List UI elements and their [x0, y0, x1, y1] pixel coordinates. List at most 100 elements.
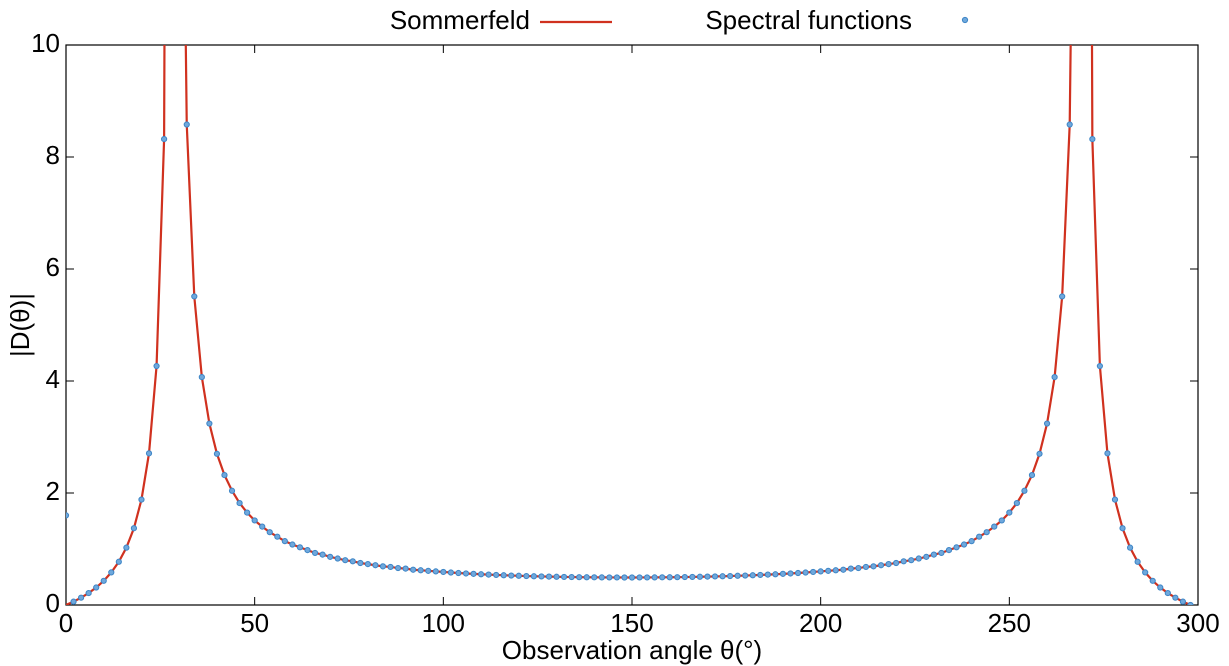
data-point	[1134, 558, 1141, 565]
data-point	[825, 567, 832, 574]
data-point	[77, 594, 85, 601]
data-point	[802, 569, 809, 576]
data-point	[621, 574, 628, 581]
data-point	[153, 362, 160, 370]
data-point	[598, 574, 605, 581]
data-point	[138, 496, 145, 503]
data-point	[772, 571, 779, 578]
data-point	[1066, 121, 1073, 128]
data-point	[727, 572, 734, 580]
data-point	[145, 450, 153, 457]
x-tick-label: 200	[799, 608, 842, 638]
data-point	[779, 570, 787, 577]
data-point	[870, 563, 877, 570]
data-point	[923, 553, 930, 560]
data-point	[757, 571, 764, 579]
data-point	[500, 572, 507, 579]
data-point	[1051, 373, 1058, 381]
x-axis-label: Observation angle θ(°)	[502, 635, 762, 665]
data-point	[319, 551, 326, 558]
data-point	[1164, 589, 1171, 597]
data-point	[213, 450, 221, 457]
plot-frame	[65, 44, 1199, 606]
data-point	[855, 564, 862, 572]
data-point	[66, 512, 70, 519]
data-point	[651, 574, 658, 581]
data-point	[191, 293, 198, 300]
y-axis-label: |D(θ)|	[5, 293, 35, 357]
data-point	[1126, 544, 1134, 551]
data-point	[334, 555, 341, 562]
data-point	[636, 574, 643, 581]
data-point	[628, 574, 636, 581]
data-point	[327, 553, 334, 560]
data-point	[832, 567, 839, 574]
data-point	[289, 541, 296, 548]
data-point	[266, 529, 273, 536]
data-point	[885, 561, 892, 568]
data-point	[900, 558, 907, 565]
data-point	[440, 568, 447, 576]
data-point	[470, 570, 477, 577]
data-point	[432, 568, 439, 575]
data-point	[259, 523, 266, 530]
data-point	[342, 557, 349, 564]
data-point	[764, 571, 771, 578]
data-point	[953, 544, 960, 551]
legend-marker	[961, 16, 969, 24]
data-point	[659, 574, 666, 581]
data-point	[372, 562, 379, 569]
data-point	[704, 573, 711, 580]
y-tick-label: 4	[46, 364, 60, 394]
data-point	[817, 568, 824, 575]
data-point	[998, 517, 1005, 524]
data-point	[198, 373, 205, 381]
data-point	[274, 533, 281, 540]
data-point	[349, 558, 356, 565]
y-tick-label: 0	[46, 588, 60, 618]
data-point	[1021, 487, 1028, 494]
y-tick-label: 8	[46, 140, 60, 170]
data-point	[877, 562, 885, 569]
data-point	[244, 509, 251, 516]
data-point	[840, 566, 847, 573]
data-point	[1013, 499, 1020, 507]
data-point	[847, 565, 854, 572]
data-point	[364, 561, 371, 568]
data-point	[1059, 293, 1066, 300]
x-tick-label: 100	[422, 608, 465, 638]
data-point	[908, 557, 915, 564]
data-point	[379, 563, 387, 570]
x-tick-label: 150	[610, 608, 653, 638]
data-point	[1104, 450, 1111, 457]
x-tick-label: 0	[59, 608, 73, 638]
y-tick-label: 10	[31, 28, 60, 58]
data-point	[130, 525, 138, 532]
data-point	[915, 555, 922, 562]
data-point	[930, 551, 937, 558]
data-point	[960, 541, 968, 548]
x-tick-label: 50	[240, 608, 269, 638]
data-point	[281, 538, 288, 545]
data-point	[1111, 496, 1119, 503]
data-point	[862, 563, 870, 571]
data-point	[719, 573, 726, 580]
data-point	[228, 487, 236, 494]
data-point	[976, 533, 983, 540]
data-point	[538, 573, 545, 580]
data-point	[945, 547, 953, 554]
data-point	[749, 572, 756, 579]
data-point	[643, 574, 651, 581]
data-point	[1172, 594, 1179, 601]
data-point	[810, 568, 817, 576]
data-point	[1043, 420, 1051, 427]
data-point	[794, 569, 802, 577]
data-point	[161, 135, 168, 143]
data-point	[1119, 525, 1126, 532]
data-point	[991, 523, 998, 530]
data-point	[206, 420, 213, 427]
plot-area	[66, 45, 1194, 605]
data-point	[545, 573, 553, 580]
data-point	[1142, 569, 1149, 576]
